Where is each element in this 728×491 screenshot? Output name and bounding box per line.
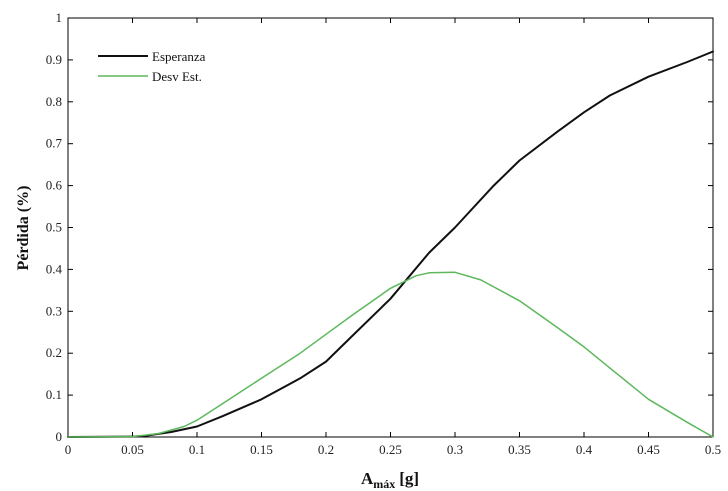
y-tick-label: 0.9	[46, 52, 62, 67]
y-tick-label: 0.5	[46, 220, 62, 235]
x-axis-label-subscript: máx	[373, 477, 395, 491]
series-line-desv-est	[67, 271, 714, 438]
x-axis-label-main: A	[361, 469, 374, 488]
y-axis-label: Pérdida (%)	[15, 186, 32, 271]
y-tick-label: 1	[56, 10, 63, 25]
legend-label-esperanza: Esperanza	[152, 49, 206, 64]
x-tick-label: 0.25	[379, 442, 402, 457]
x-axis-label: Amáx [g]	[361, 469, 419, 491]
series-line-esperanza	[67, 50, 714, 438]
x-axis-label-unit: [g]	[399, 469, 419, 488]
x-tick-label: 0.2	[318, 442, 334, 457]
x-tick-label: 0.5	[705, 442, 721, 457]
series-lines	[67, 50, 714, 438]
x-tick-label: 0.1	[189, 442, 205, 457]
legend: Esperanza Desv Est.	[98, 49, 206, 84]
y-tick-label: 0.1	[46, 387, 62, 402]
plot-area	[67, 17, 714, 438]
y-tick-label: 0.3	[46, 303, 62, 318]
y-tick-label: 0	[56, 429, 63, 444]
y-tick-label: 0.2	[46, 345, 62, 360]
y-tick-label: 0.7	[46, 136, 63, 151]
y-tick-label: 0.6	[46, 178, 63, 193]
x-tick-labels: 0 0.05 0.1 0.15 0.2 0.25 0.3 0.35 0.4 0.45 0.5	[65, 442, 721, 457]
y-tick-label: 0.4	[46, 261, 63, 276]
x-tick-label: 0.4	[576, 442, 593, 457]
legend-label-desv-est: Desv Est.	[152, 69, 202, 84]
x-tick-label: 0.3	[447, 442, 463, 457]
x-tick-label: 0.45	[637, 442, 660, 457]
y-tick-labels: 0 0.1 0.2 0.3 0.4 0.5 0.6 0.7 0.8 0.9 1	[46, 10, 63, 444]
x-tick-label: 0	[65, 442, 72, 457]
x-tick-label: 0.05	[121, 442, 144, 457]
y-tick-label: 0.8	[46, 94, 62, 109]
x-tick-label: 0.15	[250, 442, 273, 457]
x-tick-label: 0.35	[508, 442, 531, 457]
